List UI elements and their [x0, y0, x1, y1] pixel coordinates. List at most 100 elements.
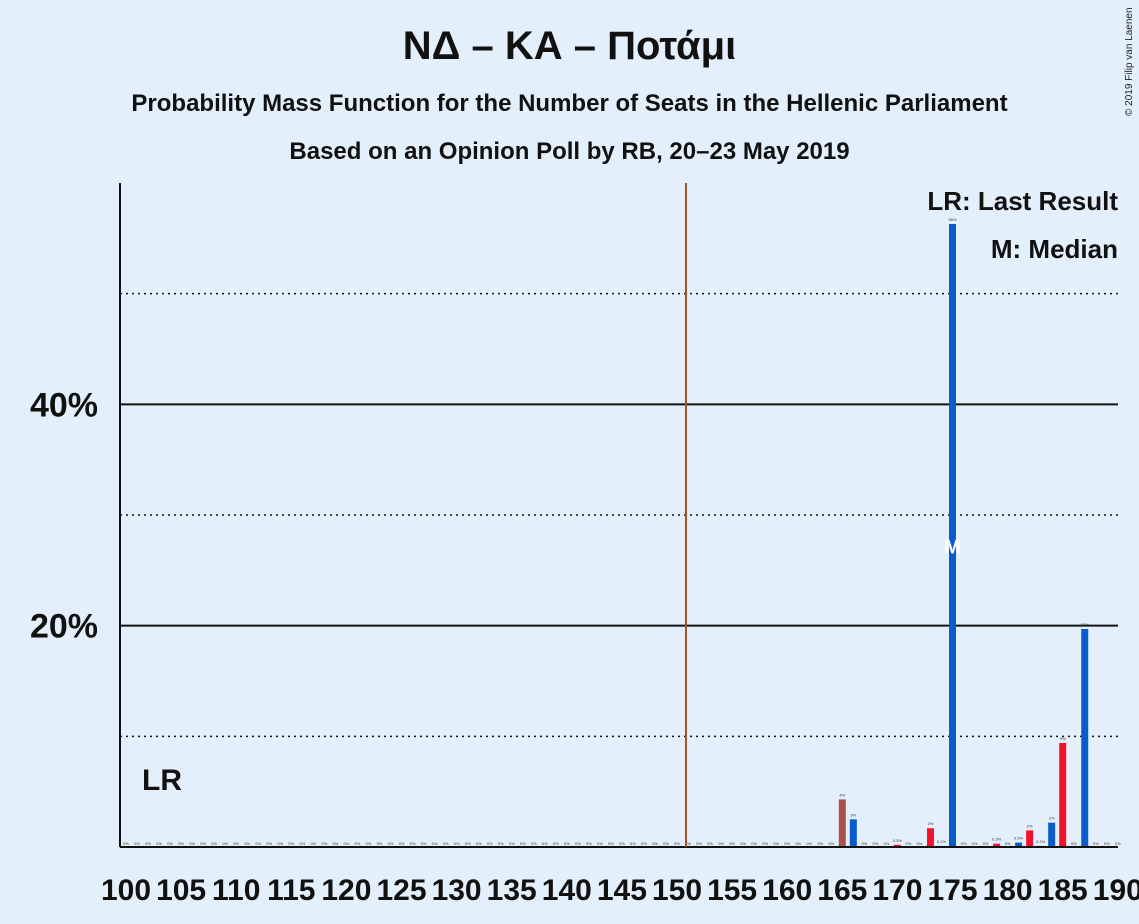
- x-tick-180: 180: [983, 874, 1033, 907]
- x-tick-190: 190: [1093, 874, 1139, 907]
- bar-170: [893, 844, 901, 847]
- x-tick-135: 135: [487, 874, 537, 907]
- zero-label-113: 0%: [266, 841, 272, 846]
- zero-label-154: 0%: [718, 841, 724, 846]
- zero-label-130: 0%: [454, 841, 460, 846]
- bar-173: [926, 828, 934, 847]
- bar-187: [1081, 628, 1089, 847]
- x-tick-175: 175: [927, 874, 977, 907]
- x-tick-170: 170: [872, 874, 922, 907]
- zero-label-176: 0%: [961, 841, 967, 846]
- zero-label-158: 0%: [762, 841, 768, 846]
- zero-label-105: 0%: [178, 841, 184, 846]
- zero-label-128: 0%: [432, 841, 438, 846]
- bar-label-187: 20%: [1081, 622, 1089, 627]
- zero-label-111: 0%: [244, 841, 250, 846]
- legend-median: M: Median: [991, 234, 1118, 264]
- last-result-label: LR: [142, 764, 182, 797]
- zero-label-122: 0%: [366, 841, 372, 846]
- zero-label-189: 0%: [1104, 841, 1110, 846]
- bar-label-174: 0.1%: [937, 839, 947, 844]
- y-tick-20: 20%: [30, 608, 98, 646]
- zero-label-171: 0%: [906, 841, 912, 846]
- zero-label-123: 0%: [377, 841, 383, 846]
- zero-label-146: 0%: [630, 841, 636, 846]
- zero-label-162: 0%: [806, 841, 812, 846]
- zero-label-109: 0%: [222, 841, 228, 846]
- x-tick-125: 125: [376, 874, 426, 907]
- bar-label-185: 9%: [1060, 736, 1066, 741]
- zero-label-104: 0%: [167, 841, 173, 846]
- bar-185: [1059, 742, 1067, 847]
- zero-label-106: 0%: [189, 841, 195, 846]
- zero-label-119: 0%: [332, 841, 338, 846]
- zero-label-116: 0%: [299, 841, 305, 846]
- chart-title: ΝΔ – ΚΑ – Ποτάμι: [402, 24, 737, 68]
- bar-label-165: 4%: [839, 792, 845, 797]
- x-tick-165: 165: [817, 874, 867, 907]
- bar-label-181: 0.5%: [1014, 836, 1024, 841]
- x-tick-140: 140: [542, 874, 592, 907]
- zero-label-157: 0%: [751, 841, 757, 846]
- x-tick-160: 160: [762, 874, 812, 907]
- median-marker: M: [944, 537, 961, 559]
- x-axis-labels: 100 105 110 115 120 125 130 135 140 145 150 155 160 1…: [101, 874, 1139, 907]
- x-tick-100: 100: [101, 874, 151, 907]
- zero-labels: 0% 0% 0% 0% 0% 0% 0% 0% 0% 0% 0% 0% 0% 0% 0% 0% 0% 0% 0% 0%…: [123, 841, 1121, 846]
- zero-label-143: 0%: [597, 841, 603, 846]
- grid-lines: [120, 292, 1118, 738]
- zero-label-136: 0%: [520, 841, 526, 846]
- zero-label-132: 0%: [476, 841, 482, 846]
- zero-label-120: 0%: [344, 841, 350, 846]
- bar-166: [849, 819, 857, 847]
- zero-label-115: 0%: [288, 841, 294, 846]
- zero-label-126: 0%: [410, 841, 416, 846]
- zero-label-169: 0%: [883, 841, 889, 846]
- bar-label-182: 2%: [1027, 823, 1033, 828]
- x-tick-115: 115: [267, 874, 315, 907]
- x-tick-105: 105: [156, 874, 206, 907]
- zero-label-172: 0%: [917, 841, 923, 846]
- zero-label-124: 0%: [388, 841, 394, 846]
- zero-label-140: 0%: [564, 841, 570, 846]
- zero-label-190: 0%: [1115, 841, 1121, 846]
- zero-label-148: 0%: [652, 841, 658, 846]
- chart-source-line: Based on an Opinion Poll by RB, 20–23 Ma…: [289, 138, 850, 165]
- zero-label-168: 0%: [872, 841, 878, 846]
- zero-label-139: 0%: [553, 841, 559, 846]
- zero-label-178: 0%: [983, 841, 989, 846]
- zero-label-129: 0%: [443, 841, 449, 846]
- zero-label-118: 0%: [321, 841, 327, 846]
- zero-label-188: 0%: [1093, 841, 1099, 846]
- x-tick-155: 155: [707, 874, 757, 907]
- zero-label-107: 0%: [200, 841, 206, 846]
- zero-label-137: 0%: [531, 841, 537, 846]
- zero-label-186: 0%: [1071, 841, 1077, 846]
- zero-label-133: 0%: [487, 841, 493, 846]
- zero-label-160: 0%: [784, 841, 790, 846]
- zero-label-135: 0%: [509, 841, 515, 846]
- bar-label-184: 2%: [1049, 816, 1055, 821]
- zero-label-108: 0%: [211, 841, 217, 846]
- zero-label-167: 0%: [861, 841, 867, 846]
- y-axis-labels: 20% 40%: [30, 386, 98, 645]
- bar-label-166: 3%: [850, 812, 856, 817]
- zero-label-164: 0%: [828, 841, 834, 846]
- bar-181: [1015, 842, 1023, 847]
- zero-label-151: 0%: [685, 841, 691, 846]
- y-tick-40: 40%: [30, 386, 98, 424]
- zero-label-150: 0%: [674, 841, 680, 846]
- x-tick-185: 185: [1038, 874, 1088, 907]
- zero-label-177: 0%: [972, 841, 978, 846]
- x-tick-130: 130: [432, 874, 482, 907]
- zero-label-147: 0%: [641, 841, 647, 846]
- zero-label-153: 0%: [707, 841, 713, 846]
- zero-label-155: 0%: [729, 841, 735, 846]
- zero-label-180: 0%: [1005, 841, 1011, 846]
- zero-label-131: 0%: [465, 841, 471, 846]
- bar-175: [949, 223, 956, 848]
- legend-last-result: LR: Last Result: [927, 186, 1118, 216]
- zero-label-114: 0%: [277, 841, 283, 846]
- chart-subtitle: Probability Mass Function for the Number…: [131, 90, 1008, 117]
- bar-label-183: 0.1%: [1036, 839, 1046, 844]
